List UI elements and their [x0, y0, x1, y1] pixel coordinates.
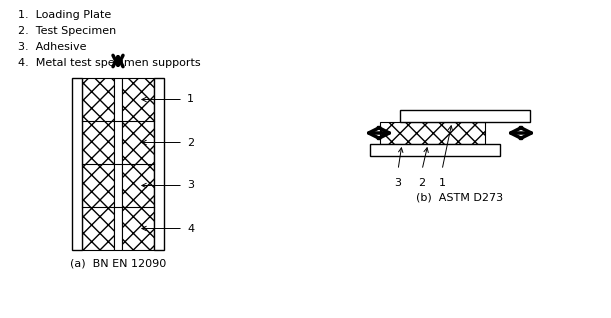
Bar — [122, 78, 154, 250]
Bar — [114, 78, 122, 250]
Bar — [82, 78, 114, 250]
Bar — [72, 78, 82, 250]
Bar — [400, 110, 530, 122]
Bar — [370, 144, 500, 156]
Text: 3: 3 — [187, 181, 194, 190]
Bar — [380, 122, 485, 144]
Text: 4.  Metal test specimen supports: 4. Metal test specimen supports — [18, 58, 200, 68]
Text: 1: 1 — [439, 178, 445, 188]
Text: 1.  Loading Plate: 1. Loading Plate — [18, 10, 111, 20]
Text: 2: 2 — [187, 137, 194, 148]
Text: (b)  ASTM D273: (b) ASTM D273 — [417, 192, 503, 202]
Text: 4: 4 — [187, 224, 194, 233]
Text: (a)  BN EN 12090: (a) BN EN 12090 — [70, 258, 166, 268]
Text: 3: 3 — [395, 178, 401, 188]
Text: 2.  Test Specimen: 2. Test Specimen — [18, 26, 116, 36]
Text: 2: 2 — [419, 178, 426, 188]
Text: 1: 1 — [187, 94, 194, 105]
Bar — [154, 78, 164, 250]
Text: 3.  Adhesive: 3. Adhesive — [18, 42, 87, 52]
